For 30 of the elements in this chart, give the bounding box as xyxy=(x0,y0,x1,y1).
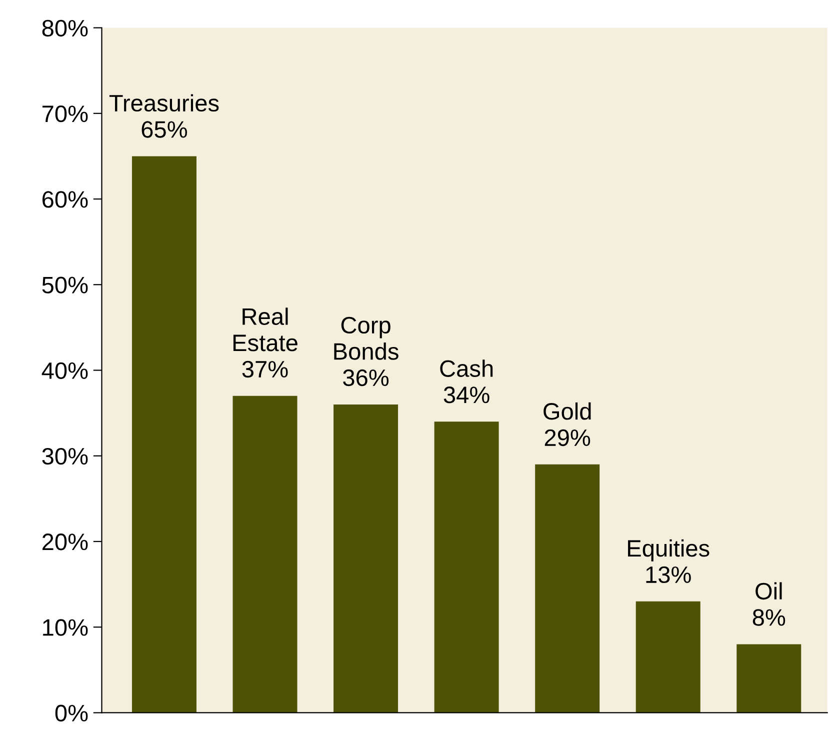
y-tick-label: 60% xyxy=(42,191,88,208)
y-tick-label: 40% xyxy=(42,362,88,380)
bar xyxy=(636,601,700,713)
data-label: 29% xyxy=(544,429,590,446)
y-tick-label: 80% xyxy=(42,20,88,37)
y-tick-label: 0% xyxy=(55,704,88,722)
data-label: 34% xyxy=(444,386,490,404)
y-tick-label: 30% xyxy=(42,448,88,465)
bar xyxy=(535,464,600,713)
bar xyxy=(132,156,196,713)
data-label: 13% xyxy=(646,566,691,584)
x-tick-label: Oil xyxy=(756,582,782,600)
data-label: 37% xyxy=(242,360,288,378)
x-tick-label: Real Estate xyxy=(233,308,298,352)
bar xyxy=(232,396,298,713)
x-tick-label: Treasuries xyxy=(109,94,219,112)
data-label: 65% xyxy=(142,121,188,138)
x-tick-label: Equities xyxy=(628,539,710,562)
bar xyxy=(334,404,398,713)
y-tick-label: 70% xyxy=(42,105,88,122)
bar xyxy=(434,422,499,713)
data-label: 36% xyxy=(343,369,389,386)
y-tick-label: 20% xyxy=(42,534,88,550)
y-tick-label: 50% xyxy=(42,276,88,294)
x-tick-label: Cash xyxy=(440,360,493,377)
bar xyxy=(736,644,802,713)
data-label: 8% xyxy=(752,609,786,626)
x-tick-label: Corp Bonds xyxy=(334,316,398,360)
y-tick-label: 10% xyxy=(43,619,88,636)
x-tick-label: Gold xyxy=(544,402,591,420)
